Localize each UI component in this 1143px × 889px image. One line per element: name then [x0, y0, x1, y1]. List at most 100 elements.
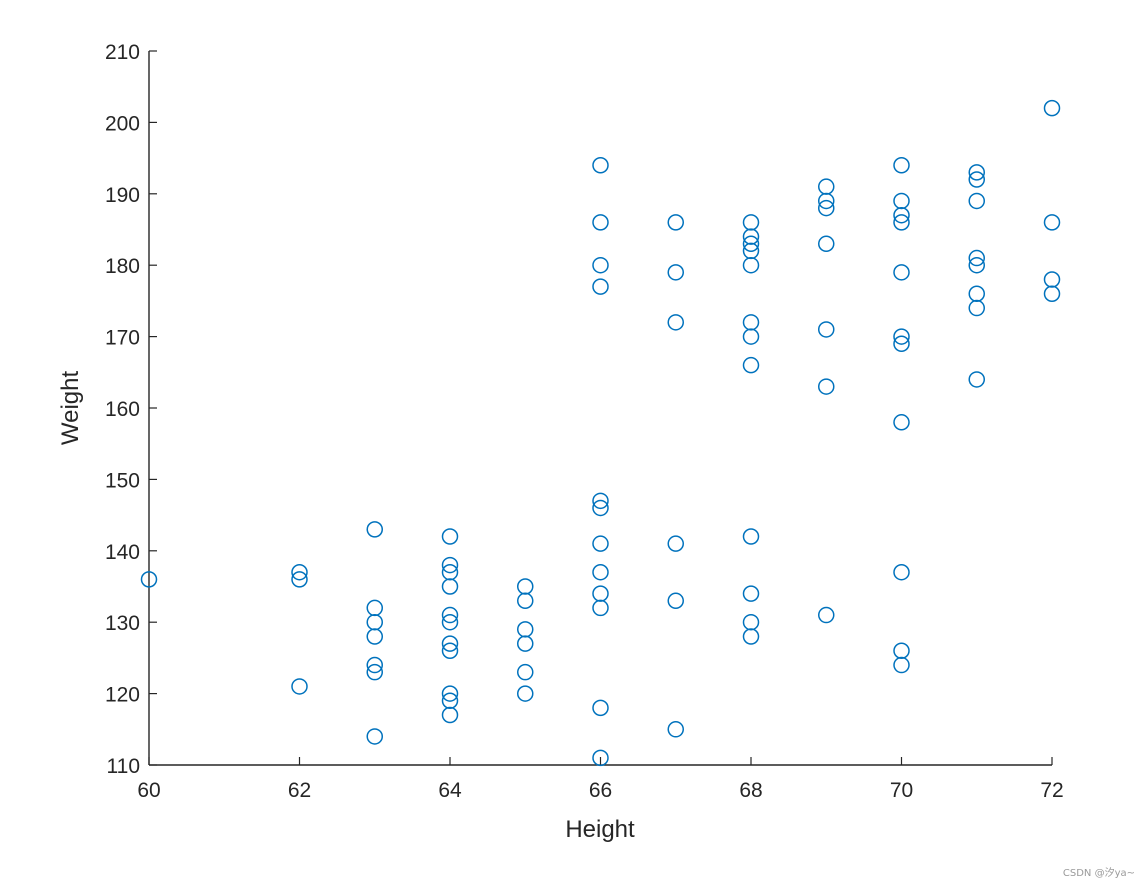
scatter-point: [592, 278, 609, 295]
scatter-point: [742, 314, 760, 331]
scatter-point: [893, 414, 910, 431]
scatter-point: [968, 371, 985, 388]
y-tick-label: 180: [105, 255, 140, 278]
scatter-point: [667, 721, 684, 738]
x-tick-label: 70: [890, 779, 913, 802]
scatter-point: [441, 635, 459, 652]
scatter-point: [667, 535, 684, 552]
y-axis-title: Weight: [57, 371, 84, 446]
y-tick-label: 170: [105, 327, 140, 350]
scatter-point: [366, 628, 383, 645]
scatter-point: [742, 356, 760, 374]
scatter-point: [968, 256, 985, 274]
x-tick-label: 60: [137, 779, 160, 802]
scatter-point: [592, 563, 609, 581]
y-tick-label: 160: [105, 398, 140, 421]
scatter-point: [1043, 99, 1061, 117]
x-axis: 60 62 64 66 68 70 72: [137, 757, 1064, 802]
scatter-point: [592, 499, 609, 517]
scatter-point: [742, 256, 760, 274]
scatter-point: [441, 556, 459, 574]
scatter-point: [366, 613, 383, 631]
scatter-point: [818, 192, 835, 210]
scatter-point: [366, 656, 383, 674]
scatter-point: [517, 592, 534, 610]
scatter-point: [366, 663, 383, 681]
scatter-point: [441, 606, 459, 624]
scatter-point: [592, 214, 609, 231]
scatter-point: [592, 535, 609, 552]
scatter-point: [893, 192, 910, 210]
x-tick-label: 72: [1040, 779, 1063, 802]
scatter-point: [742, 585, 760, 602]
scatter-point: [742, 328, 760, 345]
x-tick-label: 62: [288, 779, 311, 802]
y-tick-label: 120: [105, 684, 140, 707]
scatter-point: [742, 528, 760, 545]
scatter-point: [818, 321, 835, 338]
y-tick-label: 190: [105, 184, 140, 207]
scatter-point: [441, 528, 459, 545]
scatter-point: [742, 613, 760, 631]
scatter-point: [968, 164, 985, 181]
scatter-point: [441, 685, 459, 702]
x-tick-label: 64: [438, 779, 462, 802]
scatter-point: [517, 621, 534, 638]
scatter-point: [667, 314, 684, 331]
y-tick-label: 210: [105, 41, 140, 64]
scatter-point: [592, 599, 609, 617]
y-tick-label: 200: [105, 112, 140, 135]
scatter-point: [140, 571, 158, 588]
scatter-point: [592, 256, 609, 274]
scatter-point: [517, 578, 534, 595]
scatter-point: [818, 178, 835, 195]
x-tick-label: 66: [589, 779, 612, 802]
x-axis-title: Height: [565, 816, 635, 843]
scatter-point: [893, 656, 910, 674]
scatter-point: [291, 678, 308, 695]
scatter-point: [667, 592, 684, 610]
scatter-point: [893, 264, 910, 281]
y-tick-label: 130: [105, 612, 140, 635]
scatter-point: [968, 171, 985, 188]
scatter-point: [517, 685, 534, 702]
scatter-point: [1043, 271, 1061, 288]
y-tick-label: 150: [105, 469, 140, 492]
scatter-point: [592, 156, 609, 174]
scatter-point: [742, 628, 760, 645]
scatter-point: [742, 235, 760, 253]
scatter-point: [592, 699, 609, 717]
scatter-point: [441, 578, 459, 595]
scatter-point: [968, 249, 985, 267]
data-points: [140, 99, 1061, 767]
scatter-point: [667, 214, 684, 231]
scatter-point: [517, 663, 534, 681]
scatter-point: [893, 563, 910, 581]
scatter-point: [291, 571, 308, 588]
scatter-point: [968, 192, 985, 210]
x-tick-label: 68: [739, 779, 762, 802]
page-footer-clipped-text: [0, 880, 1143, 889]
scatter-point: [291, 563, 308, 581]
y-tick-label: 110: [107, 755, 140, 778]
scatter-point: [366, 728, 383, 745]
scatter-point: [441, 642, 459, 660]
scatter-point: [818, 235, 835, 253]
scatter-point: [667, 264, 684, 281]
scatter-point: [592, 585, 609, 602]
scatter-point: [893, 642, 910, 660]
scatter-point: [893, 156, 910, 174]
scatter-point: [818, 378, 835, 395]
scatter-point: [818, 606, 835, 624]
y-axis: 110 120 130 140 150 160 170 180 190 200 210: [105, 41, 157, 778]
y-tick-label: 140: [105, 541, 140, 564]
scatter-point: [441, 706, 459, 724]
scatter-point: [1043, 214, 1061, 231]
scatter-point: [968, 299, 985, 317]
scatter-point: [818, 199, 835, 217]
scatter-point: [893, 335, 910, 352]
scatter-point: [366, 599, 383, 617]
scatter-point: [592, 492, 609, 510]
scatter-point: [893, 328, 910, 345]
